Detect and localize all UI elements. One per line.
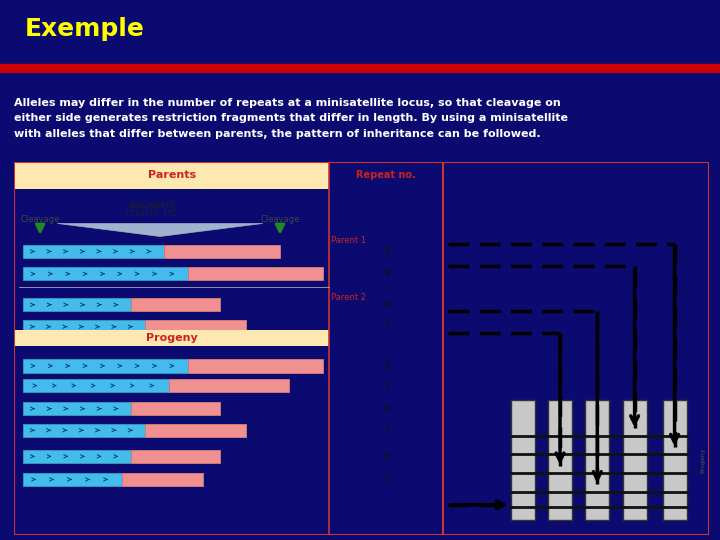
Text: 7: 7 (383, 322, 390, 332)
Polygon shape (58, 224, 263, 237)
Text: 6: 6 (383, 451, 390, 461)
Text: 8: 8 (383, 246, 390, 256)
Bar (585, 401, 609, 519)
Text: 6: 6 (383, 404, 390, 414)
Bar (23, 298, 131, 312)
Bar (164, 245, 280, 258)
Bar (188, 359, 323, 373)
Text: 9: 9 (383, 269, 390, 279)
Text: Alleles may differ in the number of repeats at a minisatellite locus, so that cl: Alleles may differ in the number of repe… (14, 98, 568, 139)
Bar (0, 64, 720, 73)
Text: 9: 9 (383, 361, 390, 371)
Bar (145, 423, 246, 437)
Bar (23, 245, 164, 258)
Text: Progeny: Progeny (146, 333, 198, 343)
Text: GGGCAGGAYG: GGGCAGGAYG (128, 201, 175, 211)
Bar (23, 402, 131, 415)
Bar (623, 401, 647, 519)
Text: Parents: Parents (148, 171, 196, 180)
Text: CCCGTCC TYC: CCCGTCC TYC (126, 208, 177, 218)
Text: Cleavage: Cleavage (20, 215, 60, 224)
Text: 5: 5 (383, 475, 390, 484)
Text: Parent 2: Parent 2 (331, 293, 366, 302)
Bar (510, 401, 535, 519)
Bar (548, 401, 572, 519)
Bar (131, 298, 220, 312)
Bar (23, 267, 188, 280)
Text: Cleavage: Cleavage (261, 215, 300, 224)
Text: Exemple: Exemple (25, 17, 145, 41)
Bar (188, 267, 323, 280)
Bar (23, 450, 131, 463)
Bar (23, 423, 145, 437)
Bar (122, 472, 203, 486)
Bar (131, 450, 220, 463)
Bar (145, 320, 246, 333)
Bar (169, 379, 289, 392)
Bar (23, 379, 169, 392)
Text: 7: 7 (383, 381, 390, 390)
Bar (14, 162, 329, 189)
Text: 7: 7 (383, 426, 390, 435)
Text: 6: 6 (383, 300, 390, 310)
Bar (662, 401, 687, 519)
Bar (131, 402, 220, 415)
Bar (23, 359, 188, 373)
Text: Parent 1: Parent 1 (331, 236, 366, 245)
Text: Repeat no.: Repeat no. (356, 171, 416, 180)
Text: Progeny: Progeny (701, 447, 705, 473)
Bar (23, 320, 145, 333)
Bar (14, 330, 329, 346)
Bar (23, 472, 122, 486)
